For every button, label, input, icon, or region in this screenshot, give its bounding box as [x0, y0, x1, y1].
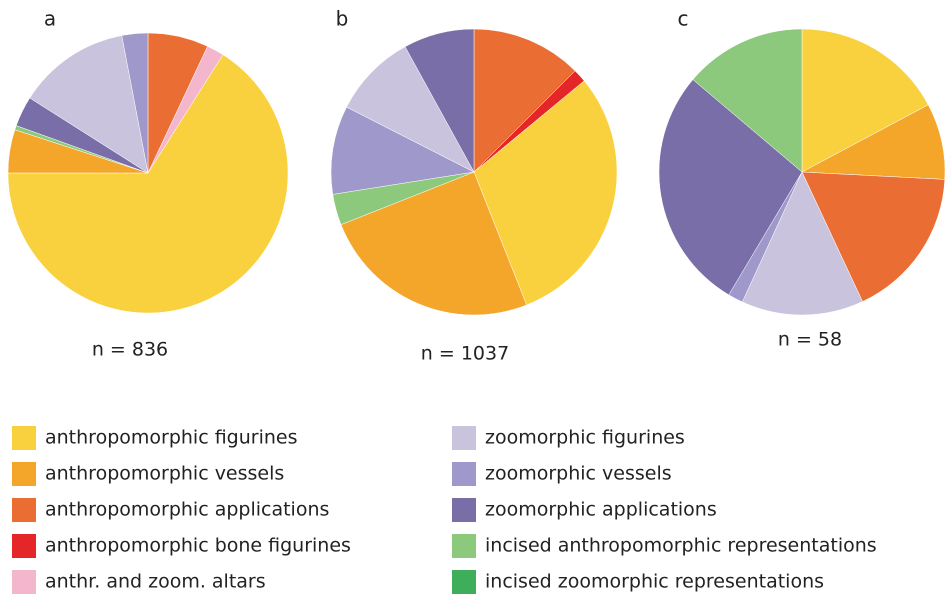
pie-slice [473, 80, 618, 306]
sample-size: n = 836 [92, 339, 168, 361]
legend-label: zoomorphic vessels [485, 463, 672, 485]
legend-swatch [12, 426, 36, 450]
legend-swatch [452, 498, 476, 522]
sample-size: n = 1037 [421, 343, 509, 365]
pie-slice [801, 171, 946, 302]
pie-slice [473, 28, 576, 173]
pie-slice [7, 54, 289, 314]
pie-slice [658, 79, 803, 296]
pie-slice [801, 28, 929, 173]
legend-swatch [452, 426, 476, 450]
pie-label: b [336, 7, 349, 31]
pie-slice [330, 106, 475, 195]
sample-size: n = 58 [778, 329, 842, 351]
legend-label: incised zoomorphic representations [485, 571, 824, 593]
pie-slice [340, 171, 527, 316]
legend-swatch [12, 462, 36, 486]
pie-slice [741, 171, 863, 316]
legend-label: incised anthropomorphic representations [485, 535, 877, 557]
legend-label: zoomorphic applications [485, 499, 717, 521]
pie-label: a [44, 7, 56, 31]
legend-label: anthropomorphic bone figurines [45, 535, 351, 557]
pie-slice [29, 35, 149, 174]
legend-label: anthropomorphic applications [45, 499, 329, 521]
legend-label: anthr. and zoom. altars [45, 571, 266, 593]
legend-label: anthropomorphic vessels [45, 463, 284, 485]
pie-label: c [678, 7, 689, 31]
legend-swatch [452, 462, 476, 486]
pie-slice [121, 32, 149, 174]
pie-slice [346, 46, 475, 173]
legend-swatch [12, 570, 36, 594]
legend-swatch [12, 534, 36, 558]
legend-label: anthropomorphic figurines [45, 427, 297, 449]
pie-slice [692, 28, 803, 173]
pie-slice [404, 28, 475, 173]
legend-swatch [12, 498, 36, 522]
legend-swatch [452, 534, 476, 558]
legend-label: zoomorphic figurines [485, 427, 685, 449]
legend-swatch [452, 570, 476, 594]
